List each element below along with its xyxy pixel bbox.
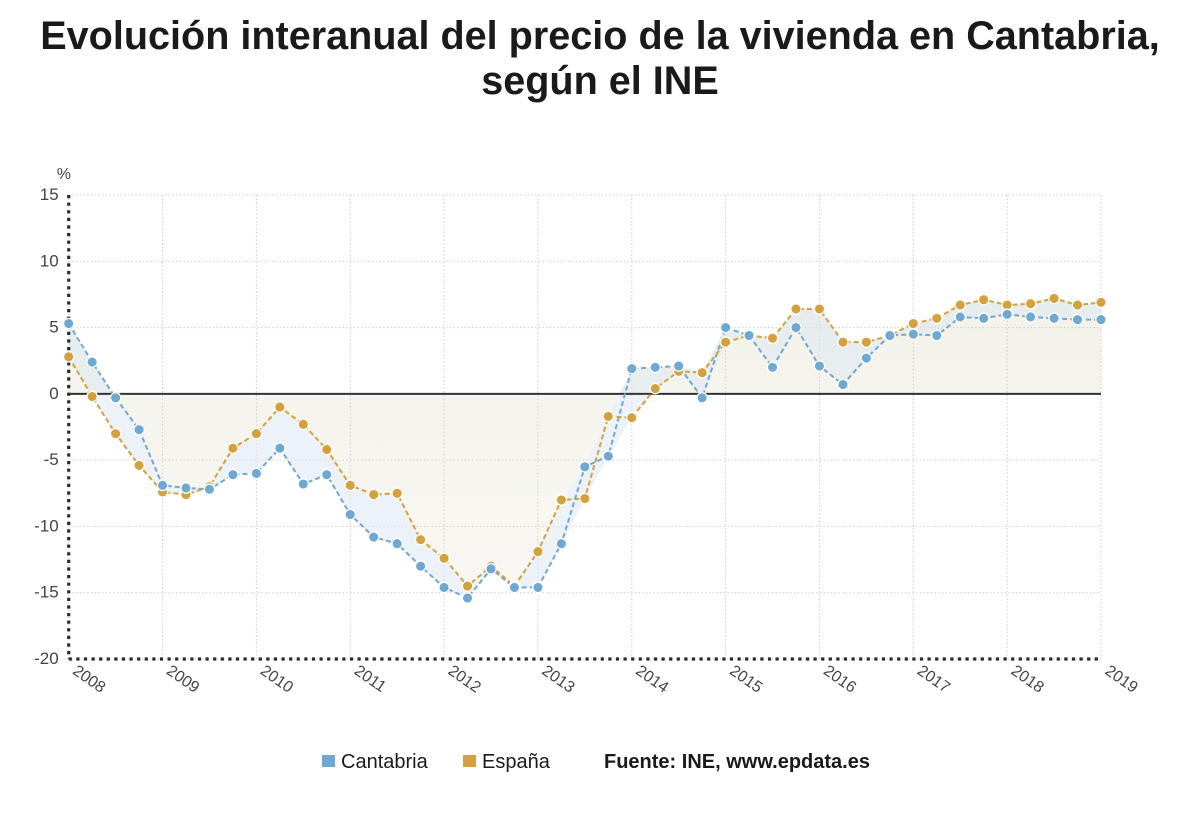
svg-text:2013: 2013 [539,662,578,696]
svg-text:2008: 2008 [69,662,108,696]
svg-text:2017: 2017 [914,662,953,696]
svg-text:%: % [57,166,71,183]
svg-text:-15: -15 [34,583,59,602]
svg-text:10: 10 [40,251,59,270]
svg-text:2011: 2011 [351,662,389,696]
svg-text:15: 15 [40,185,59,204]
svg-text:2014: 2014 [632,662,671,696]
svg-text:-5: -5 [44,450,59,469]
svg-text:-10: -10 [34,516,59,535]
svg-text:2012: 2012 [445,662,484,696]
svg-text:5: 5 [49,318,58,337]
svg-text:2016: 2016 [820,662,859,696]
svg-text:2019: 2019 [1102,662,1141,696]
svg-text:2010: 2010 [257,662,296,696]
svg-text:2009: 2009 [163,662,202,696]
svg-text:0: 0 [49,384,58,403]
svg-text:2018: 2018 [1008,662,1047,696]
svg-text:2015: 2015 [726,662,765,696]
svg-text:-20: -20 [34,649,59,668]
